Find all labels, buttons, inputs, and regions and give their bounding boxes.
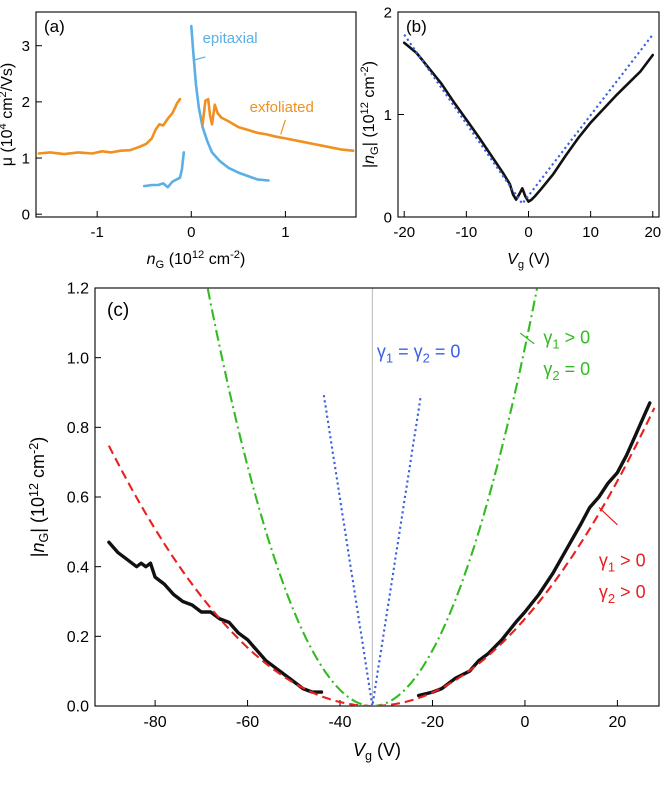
x-tick-label: 0 [520, 714, 529, 731]
annotation-leader [280, 119, 286, 135]
x-axis-label: nG (1012 cm-2) [147, 249, 246, 271]
y-tick-label: 0 [22, 206, 30, 223]
y-tick-label: 1.0 [67, 350, 89, 367]
series-line [107, 407, 656, 706]
series-line [403, 33, 654, 205]
x-tick-label: -10 [456, 224, 478, 241]
panel-label: (c) [107, 300, 129, 321]
x-tick-label: 1 [281, 224, 289, 241]
x-tick-label: 0 [524, 224, 532, 241]
series-line [201, 97, 355, 152]
panel-a: -1 0 1 0 1 2 3 (a) nG (1012 cm-2) μ (104 cm2/Vs) e… [0, 11, 357, 271]
annotation-label: γ2 = 0 [543, 359, 590, 383]
y-tick-label: 2 [384, 4, 392, 21]
annotation-label: γ2 > 0 [599, 582, 646, 606]
y-tick-label: 3 [22, 38, 30, 55]
y-tick-label: 1 [22, 150, 30, 167]
y-tick-label: 1 [384, 107, 392, 124]
y-tick-label: 0.2 [67, 629, 89, 646]
annotation-label: epitaxial [203, 30, 258, 47]
series-line [206, 288, 539, 706]
x-tick-label: -1 [91, 224, 104, 241]
panel-b: -20 -10 0 10 20 0 1 2 (b) Vg (V) |nG| (1012 cm-2) [359, 4, 661, 271]
y-tick-label: 0 [384, 209, 392, 226]
plot-frame [35, 11, 357, 218]
panel-c: -80 -60 -40 -20 0 20 0.0 0.2 0.4 0.6 0.8 1.0 1.2 (c) V… [27, 281, 660, 763]
y-tick-label: 0.8 [67, 420, 89, 437]
annotation-leader [519, 332, 535, 345]
panel-label: (b) [406, 17, 427, 36]
x-tick-label: -60 [236, 714, 259, 731]
series-layer [402, 33, 655, 205]
y-axis-label: |nG| (1012 cm-2) [27, 437, 51, 557]
x-tick-label: 0 [187, 224, 195, 241]
x-axis-label: Vg (V) [507, 251, 550, 271]
x-tick-label: -20 [421, 714, 444, 731]
x-tick-label: -20 [393, 224, 415, 241]
series-line [322, 394, 422, 706]
x-tick-label: 20 [644, 224, 661, 241]
series-line [37, 97, 182, 156]
y-tick-label: 2 [22, 94, 30, 111]
y-tick-label: 0.0 [67, 699, 89, 716]
y-tick-label: 0.6 [67, 490, 89, 507]
series-line [142, 151, 186, 189]
series-line [107, 540, 324, 694]
panel-label: (a) [44, 17, 65, 36]
series-line [402, 41, 655, 203]
x-tick-label: -40 [328, 714, 351, 731]
annotation-label: exfoliated [250, 99, 314, 116]
y-axis-label: |nG| (1012 cm-2) [359, 61, 381, 168]
annotation-leader [194, 56, 206, 61]
y-axis-label: μ (104 cm2/Vs) [0, 63, 16, 167]
annotation-leader [598, 507, 618, 526]
annotation-label: γ1 = γ2 = 0 [377, 342, 461, 366]
annotation-label: γ1 > 0 [599, 551, 646, 575]
x-tick-label: 10 [582, 224, 599, 241]
series-line [190, 24, 270, 182]
y-tick-label: 1.2 [67, 281, 89, 298]
y-tick-label: 0.4 [67, 559, 89, 576]
x-tick-label: -80 [144, 714, 167, 731]
series-layer [107, 288, 656, 706]
series-layer [37, 24, 355, 189]
x-axis-label: Vg (V) [353, 740, 401, 763]
annotation-label: γ1 > 0 [543, 328, 590, 352]
x-tick-label: 20 [608, 714, 626, 731]
plot-frame [397, 11, 660, 218]
series-line [416, 401, 652, 698]
